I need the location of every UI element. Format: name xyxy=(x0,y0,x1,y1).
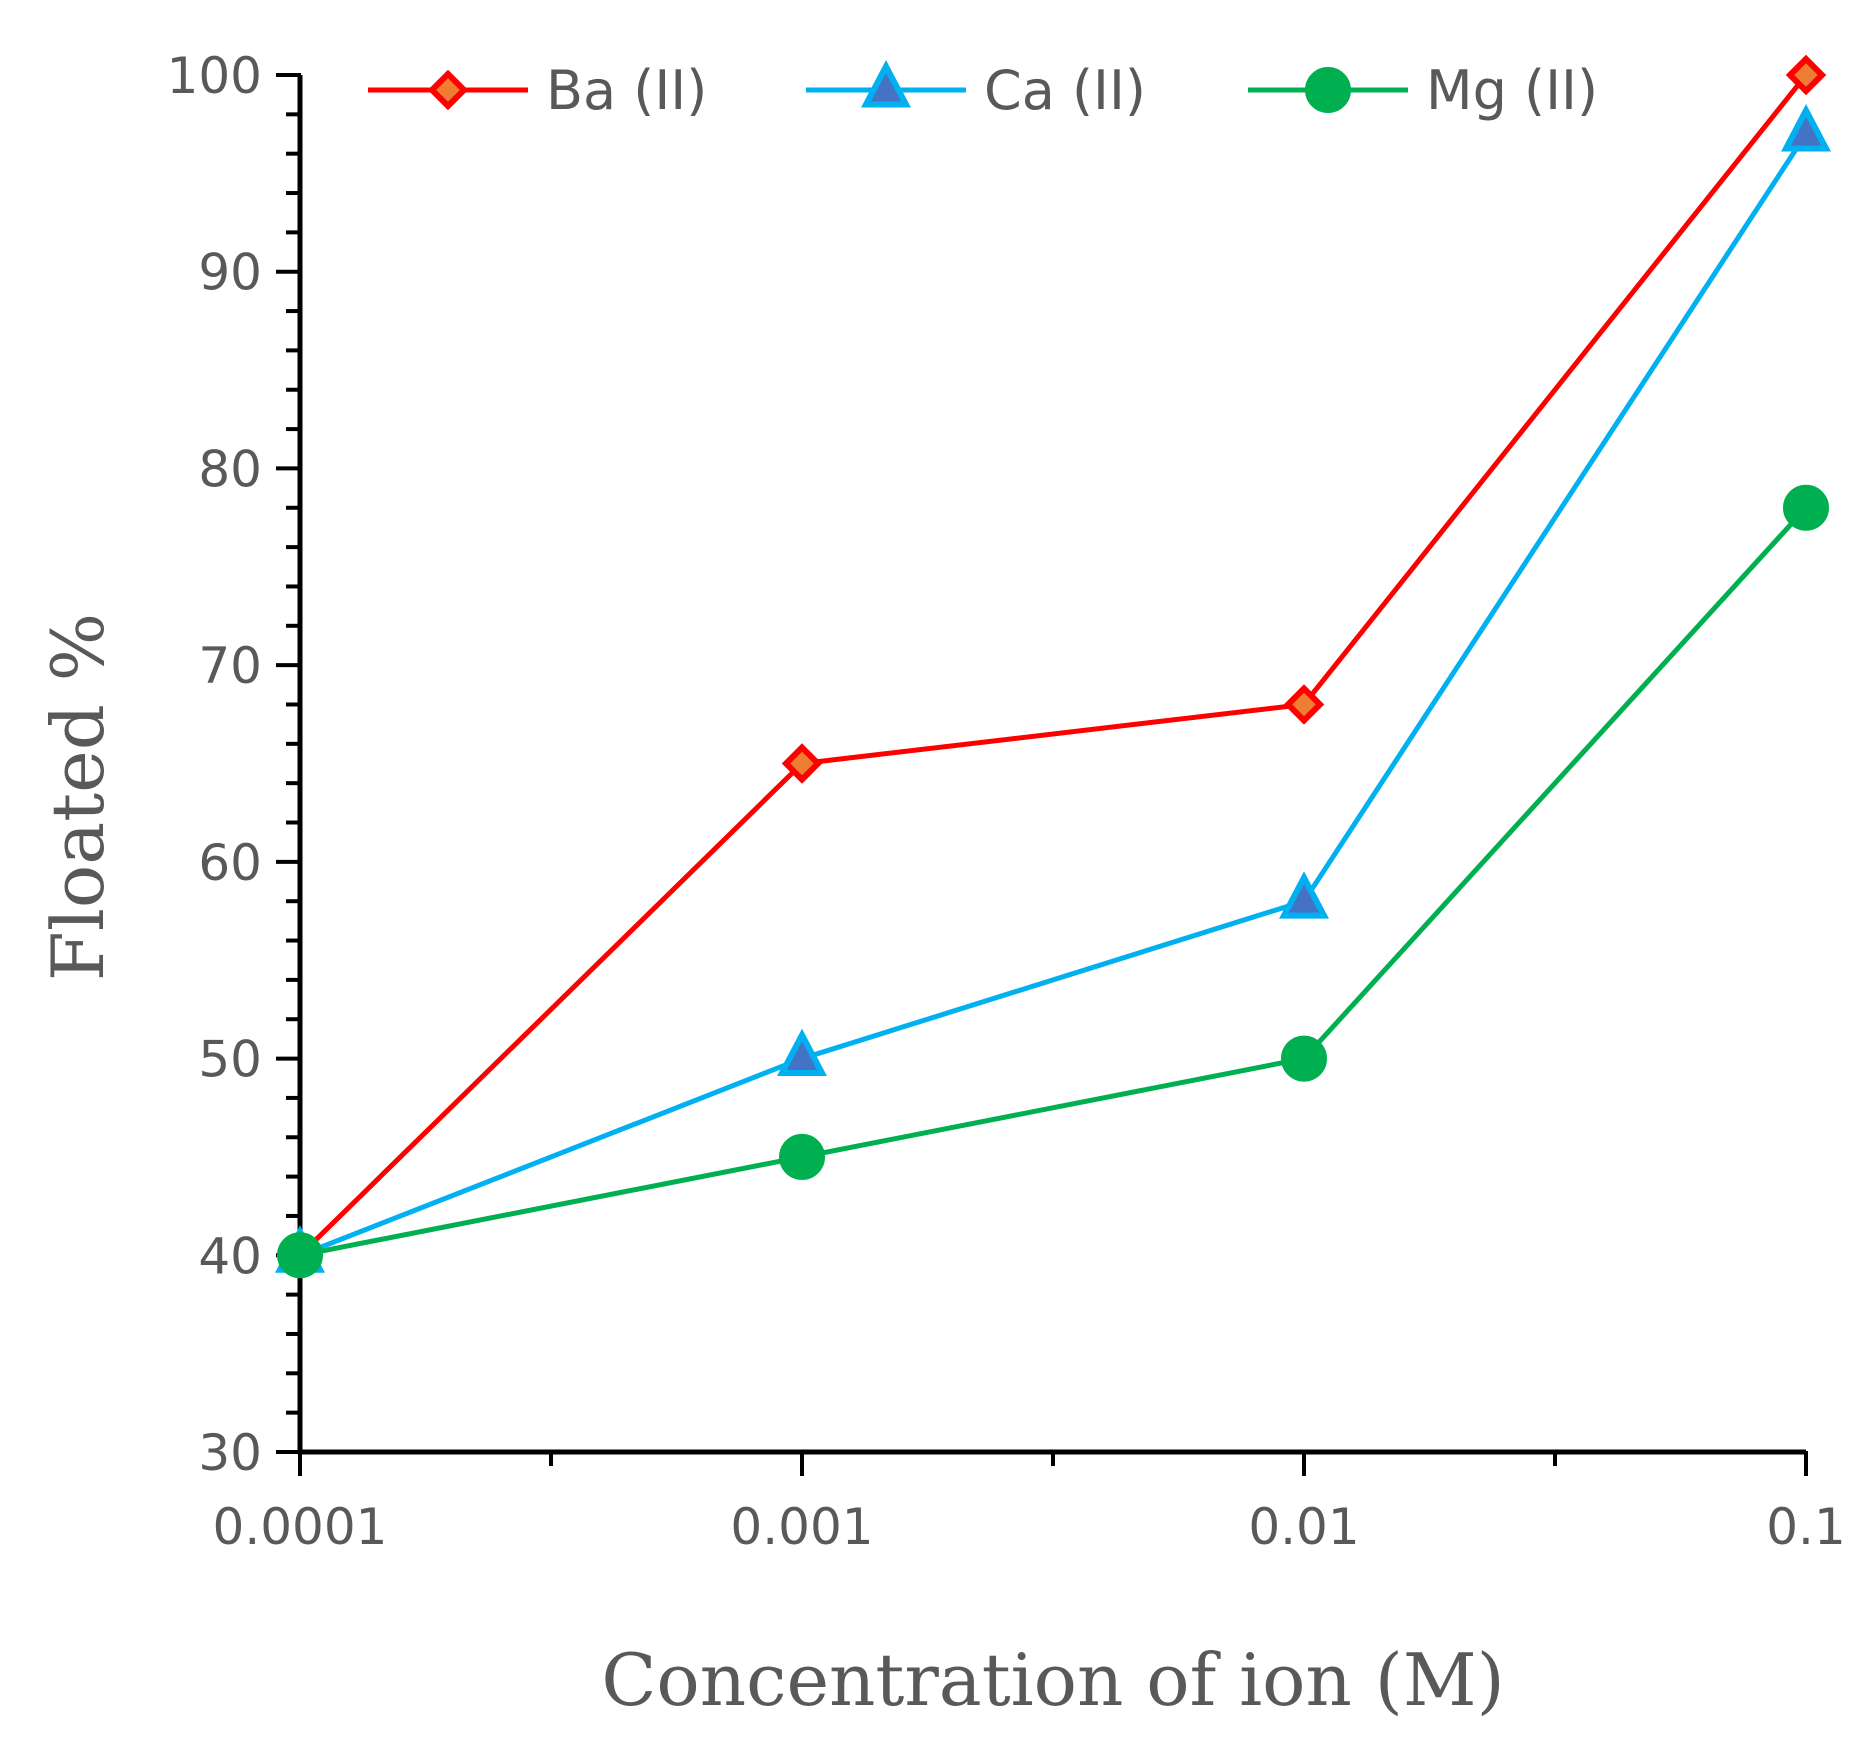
series-line xyxy=(299,132,1809,1258)
data-point xyxy=(1781,104,1831,152)
x-tick-label: 0.01 xyxy=(1248,1498,1359,1556)
data-point xyxy=(1785,54,1827,96)
legend-marker xyxy=(861,59,911,108)
y-tick-label: 100 xyxy=(167,47,262,105)
legend-marker xyxy=(1305,67,1351,113)
x-tick-label: 0.001 xyxy=(730,1498,873,1556)
series-ba-ii xyxy=(279,54,1827,1276)
y-tick-label: 50 xyxy=(198,1031,262,1089)
legend-marker xyxy=(427,69,469,111)
axes: 30 40 50 60 70 80 90 100 0.0001 0.001 0.01 0.1 xyxy=(167,47,1846,1556)
y-tick-label: 30 xyxy=(198,1424,262,1482)
x-axis-title: Concentration of ion (M) xyxy=(601,1638,1504,1722)
series-ca-ii xyxy=(275,104,1831,1273)
x-tick-label: 0.1 xyxy=(1766,1498,1846,1556)
legend-item-mg-ii: Mg (II) xyxy=(1248,59,1598,122)
series-mg-ii xyxy=(277,484,1829,1279)
y-tick-label: 70 xyxy=(198,637,262,695)
y-tick-label: 80 xyxy=(198,440,262,498)
data-point xyxy=(277,1232,323,1279)
legend: Ba (II) Ca (II) Mg (II) xyxy=(368,59,1598,122)
y-tick-label: 40 xyxy=(198,1227,262,1285)
legend-item-ca-ii: Ca (II) xyxy=(806,59,1146,122)
data-point xyxy=(781,743,823,784)
y-tick-label: 90 xyxy=(198,244,262,302)
y-axis-title: Floated % xyxy=(36,613,120,981)
y-tick-label: 60 xyxy=(198,834,262,892)
data-point xyxy=(779,1133,825,1180)
series-line xyxy=(298,73,1808,1258)
series-layer xyxy=(275,54,1831,1279)
data-point xyxy=(1279,871,1329,919)
data-point xyxy=(1281,1035,1327,1082)
data-point xyxy=(1283,684,1325,725)
series-line xyxy=(299,506,1808,1258)
legend-item-ba-ii: Ba (II) xyxy=(368,59,707,122)
legend-label: Ba (II) xyxy=(546,59,707,122)
data-point xyxy=(777,1028,827,1077)
x-tick-label: 0.0001 xyxy=(213,1498,388,1556)
legend-label: Mg (II) xyxy=(1426,59,1598,122)
legend-label: Ca (II) xyxy=(984,59,1146,122)
data-point xyxy=(1783,484,1829,531)
